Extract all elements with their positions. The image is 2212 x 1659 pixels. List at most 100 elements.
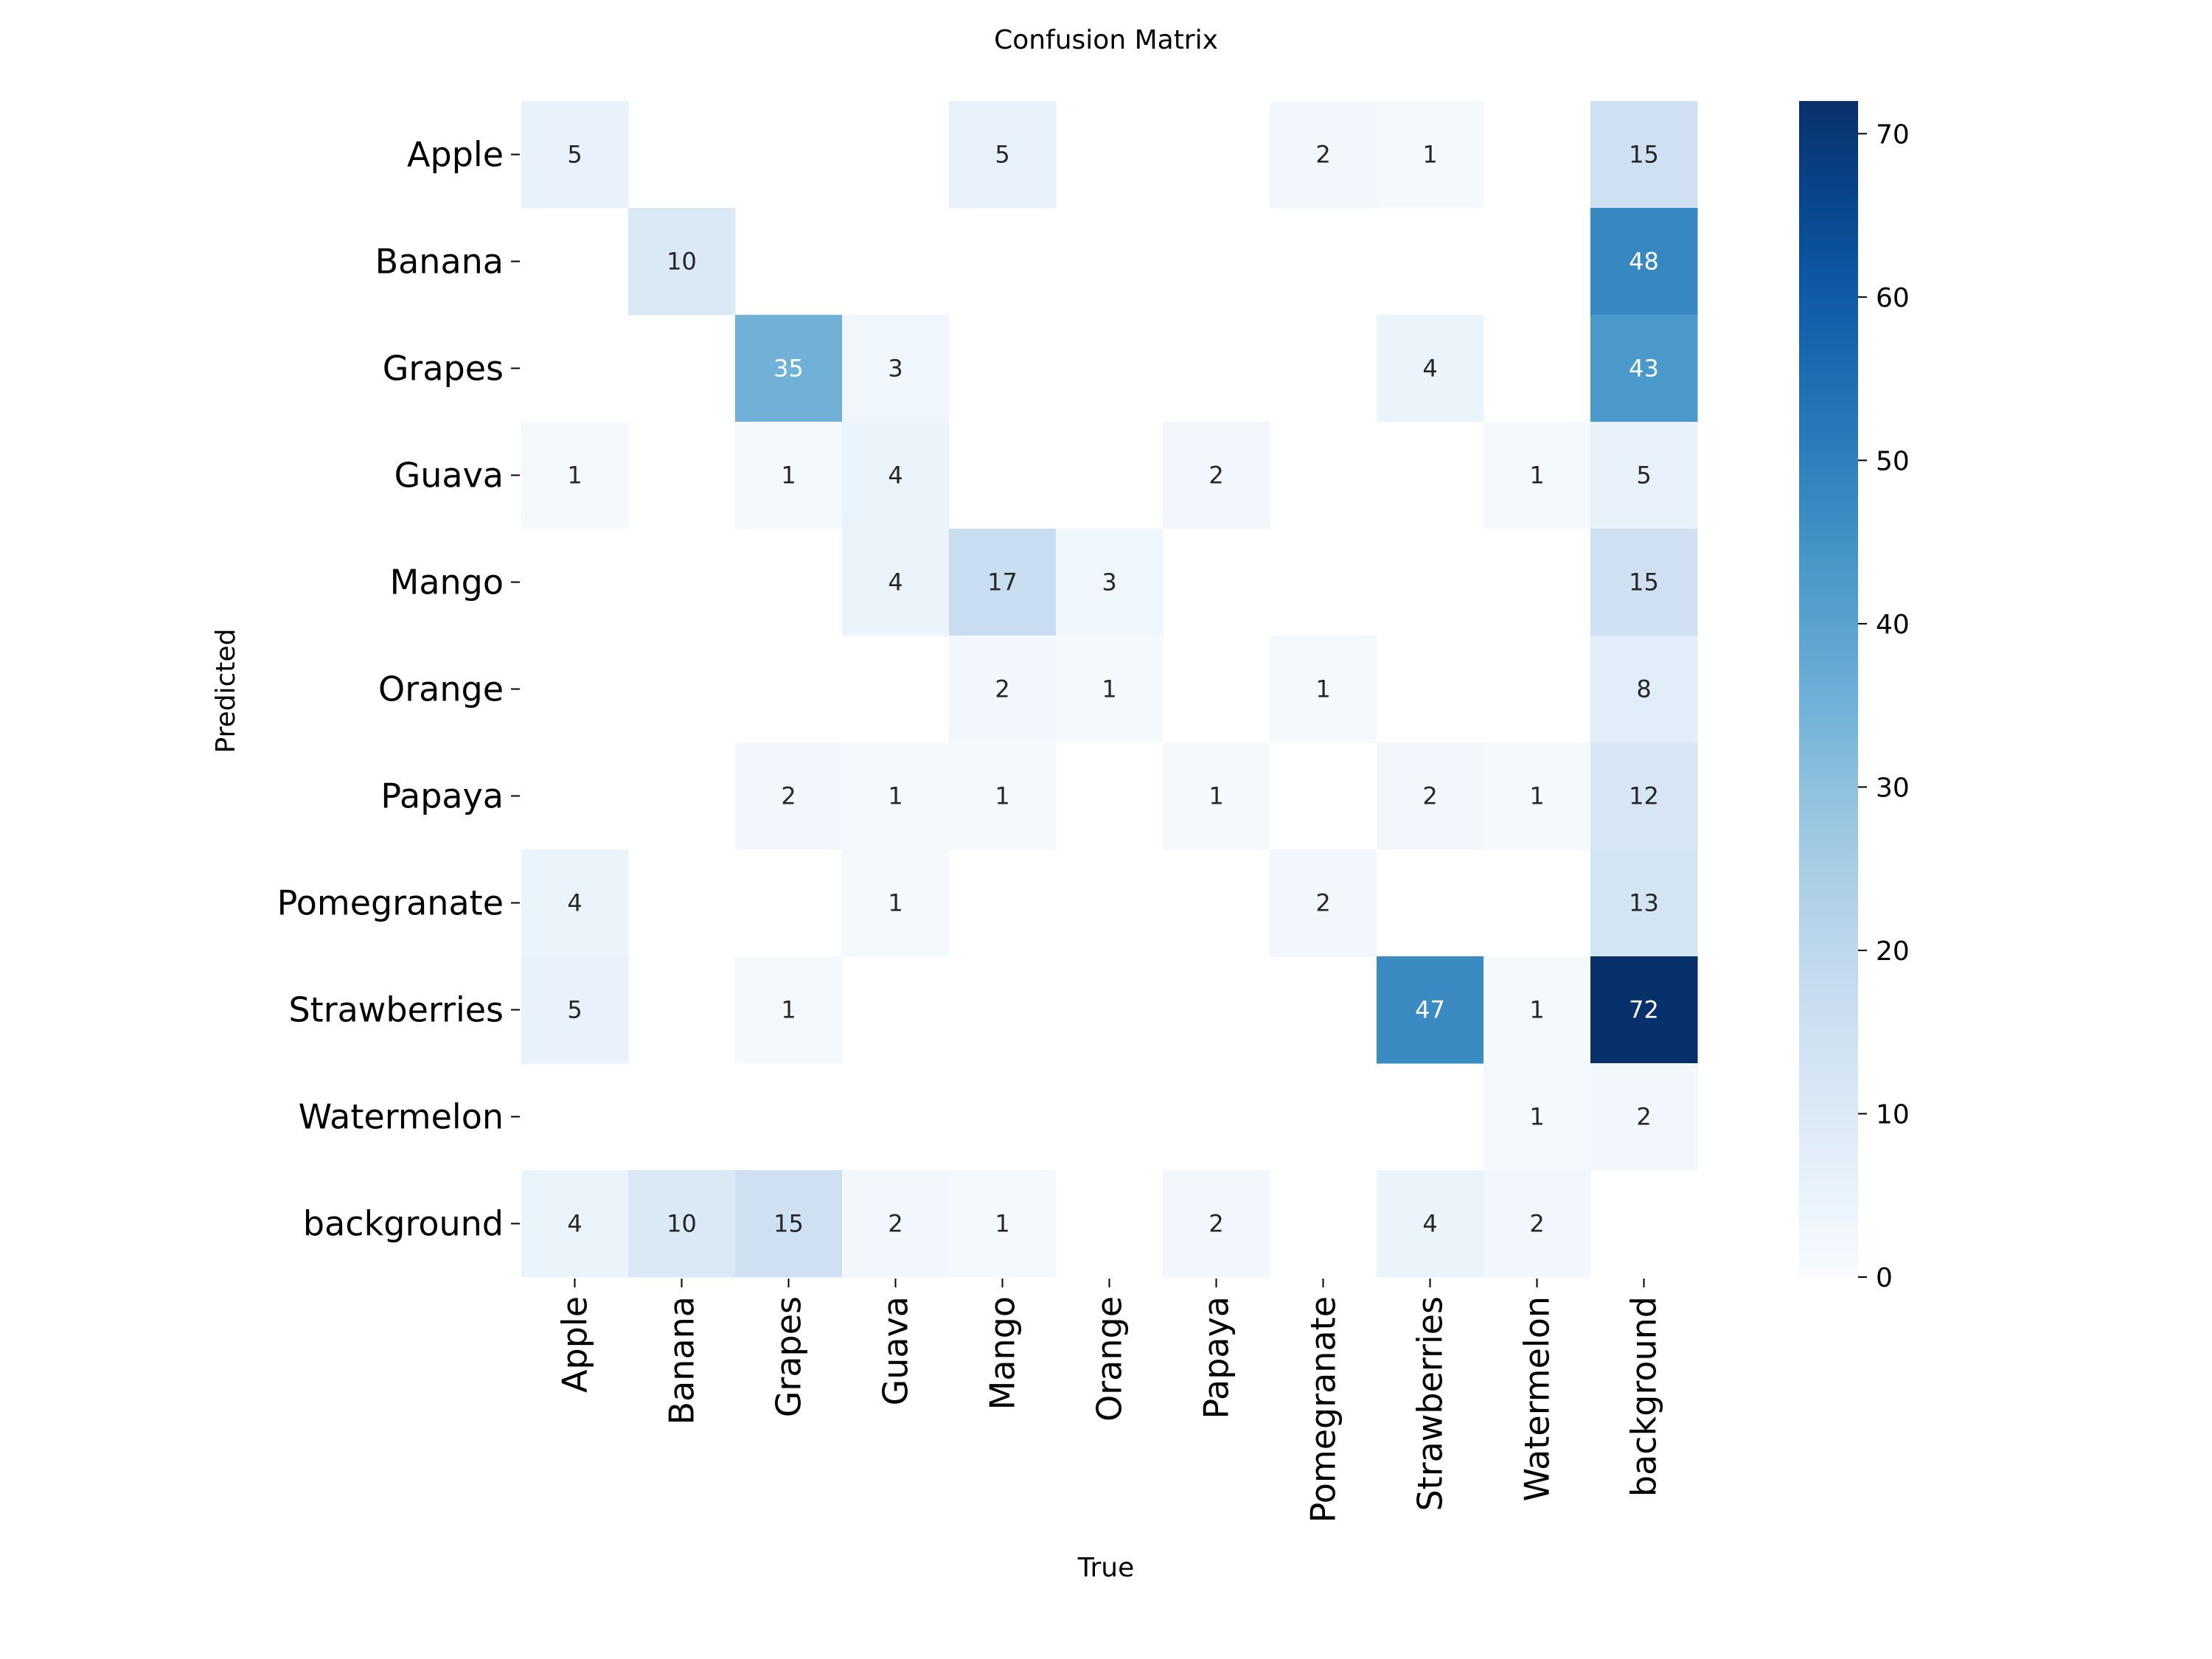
cell-background-guava-label: 2 [888,1210,902,1238]
cell-pomegranate-guava [842,849,950,957]
x-tick-label-orange: Orange [1090,1296,1130,1422]
cell-background-apple [521,1170,629,1278]
cell-guava-background-label: 5 [1636,462,1651,490]
colorbar-tick-0: 0 [1876,1263,1893,1293]
y-tick-label-guava: Guava [394,456,504,495]
cell-orange-background [1590,636,1698,743]
cell-mango-orange [1056,529,1164,636]
x-tick-labels: Apple Banana Grapes Guava Mango Orange Papaya P… [555,1279,1664,1523]
cell-papaya-papaya [1163,742,1270,850]
cell-watermelon-background-label: 2 [1636,1103,1651,1131]
cell-grapes-guava-label: 3 [888,355,902,383]
cell-background-banana-label: 10 [667,1210,697,1238]
cell-grapes-background-label: 43 [1629,355,1659,383]
cell-apple-pomegranate [1270,101,1377,209]
cell-background-grapes-label: 15 [773,1210,804,1238]
cell-apple-background [1590,101,1698,209]
cell-strawberries-grapes-label: 1 [781,996,796,1024]
cell-orange-mango [949,636,1057,743]
cell-apple-apple [521,101,629,209]
cell-background-watermelon [1484,1170,1591,1278]
cell-papaya-grapes [735,742,843,850]
y-axis-label: Predicted [211,629,241,754]
cell-strawberries-background [1590,956,1698,1064]
y-tick-label-background: background [303,1204,504,1244]
cell-background-strawberries-label: 4 [1422,1210,1437,1238]
y-tick-label-strawberries: Strawberries [288,990,504,1030]
cell-grapes-strawberries-label: 4 [1422,355,1437,383]
cell-apple-background-label: 15 [1629,141,1659,169]
cell-mango-orange-label: 3 [1102,568,1116,597]
cell-papaya-mango-label: 1 [995,782,1009,810]
cell-papaya-papaya-label: 1 [1208,782,1223,810]
x-tick-label-guava: Guava [876,1296,916,1405]
cell-grapes-strawberries [1377,315,1484,422]
cell-guava-papaya-label: 2 [1208,462,1223,490]
cell-pomegranate-apple-label: 4 [567,889,582,917]
cell-grapes-guava [842,315,950,422]
cell-papaya-strawberries [1377,742,1484,850]
cell-mango-mango-label: 17 [987,568,1018,597]
cell-background-banana [628,1170,736,1278]
cell-apple-strawberries [1377,101,1484,209]
cell-strawberries-grapes [735,956,843,1064]
cell-strawberries-watermelon-label: 1 [1529,996,1544,1024]
cell-pomegranate-apple [521,849,629,957]
colorbar-tick-40: 40 [1876,610,1910,640]
cell-mango-guava [842,529,950,636]
cell-apple-pomegranate-label: 2 [1315,141,1330,169]
cell-watermelon-watermelon-label: 1 [1529,1103,1544,1131]
colorbar-tick-20: 20 [1876,936,1910,967]
x-tick-label-apple: Apple [555,1296,595,1393]
x-axis-label: True [1077,1553,1134,1583]
cell-watermelon-background [1590,1063,1698,1171]
cell-pomegranate-pomegranate [1270,849,1377,957]
x-tick-label-pomegranate: Pomegranate [1304,1296,1343,1523]
cell-guava-guava-label: 4 [888,462,902,490]
cell-papaya-background [1590,742,1698,850]
colorbar-gradient [1799,101,1858,1277]
y-tick-label-papaya: Papaya [380,776,504,816]
cell-papaya-watermelon-label: 1 [1529,782,1544,810]
cell-background-guava [842,1170,950,1278]
cell-background-apple-label: 4 [567,1210,582,1238]
cell-banana-banana [628,208,736,316]
cell-mango-background [1590,529,1698,636]
cell-orange-pomegranate-label: 1 [1315,675,1330,703]
cell-papaya-strawberries-label: 2 [1422,782,1437,810]
cell-papaya-watermelon [1484,742,1591,850]
cell-banana-background-label: 48 [1629,248,1659,276]
cell-guava-apple [521,422,629,529]
cell-papaya-mango [949,742,1057,850]
colorbar-tick-50: 50 [1876,446,1910,476]
cell-apple-strawberries-label: 1 [1422,141,1437,169]
cell-orange-orange-label: 1 [1102,675,1116,703]
colorbar-tick-70: 70 [1876,119,1910,150]
y-tick-label-mango: Mango [390,563,504,602]
cell-strawberries-apple [521,956,629,1064]
y-tick-label-banana: Banana [375,242,504,282]
cell-apple-mango [949,101,1057,209]
cell-strawberries-watermelon [1484,956,1591,1064]
cell-orange-mango-label: 2 [995,675,1009,703]
cell-mango-mango [949,529,1057,636]
colorbar-tick-30: 30 [1876,773,1910,803]
cell-mango-guava-label: 4 [888,568,902,597]
cell-guava-grapes-label: 1 [781,462,796,490]
cell-strawberries-strawberries [1377,956,1484,1064]
colorbar-tick-60: 60 [1876,283,1910,313]
x-tick-label-watermelon: Watermelon [1517,1296,1557,1501]
cell-apple-apple-label: 5 [567,141,582,169]
colorbar: 0 10 20 30 40 50 60 70 [1799,101,1910,1293]
x-tick-label-banana: Banana [662,1296,702,1425]
y-tick-label-grapes: Grapes [383,349,504,389]
x-tick-label-papaya: Papaya [1197,1296,1237,1419]
cell-grapes-background [1590,315,1698,422]
y-tick-labels: Apple Banana Grapes Guava Mango Orange Papaya P… [277,135,520,1244]
cell-background-papaya-label: 2 [1208,1210,1223,1238]
cell-orange-pomegranate [1270,636,1377,743]
cell-background-papaya [1163,1170,1270,1278]
cell-background-strawberries [1377,1170,1484,1278]
cell-strawberries-apple-label: 5 [567,996,582,1024]
